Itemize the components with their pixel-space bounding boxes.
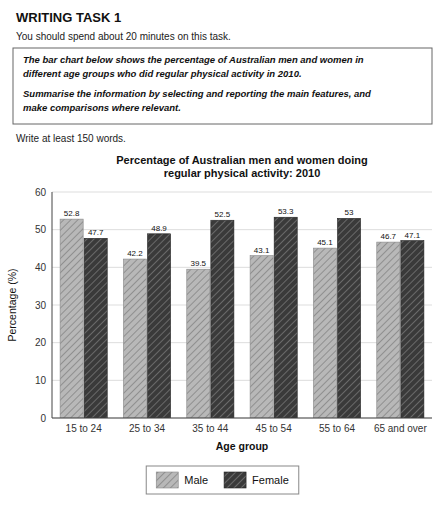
header-title: WRITING TASK 1 bbox=[16, 10, 121, 25]
chart-title: Percentage of Australian men and women d… bbox=[116, 154, 367, 166]
y-tick-label: 30 bbox=[35, 300, 47, 311]
data-label: 43.1 bbox=[254, 246, 270, 255]
bar bbox=[84, 238, 107, 418]
legend-label: Female bbox=[252, 474, 289, 486]
background bbox=[0, 0, 445, 512]
bar bbox=[187, 269, 210, 418]
bar bbox=[338, 218, 361, 418]
grid bbox=[52, 192, 432, 418]
x-tick-label: 65 and over bbox=[374, 423, 427, 434]
bar bbox=[211, 220, 234, 418]
data-label: 48.9 bbox=[151, 224, 167, 233]
grid-line bbox=[52, 267, 432, 268]
x-tick-label: 35 to 44 bbox=[192, 423, 229, 434]
legend-swatch bbox=[224, 472, 246, 488]
header: WRITING TASK 1 You should spend about 20 … bbox=[13, 10, 432, 144]
x-tick-label: 25 to 34 bbox=[129, 423, 166, 434]
grid-line bbox=[52, 229, 432, 230]
chart: WRITING TASK 1 You should spend about 20 … bbox=[0, 0, 445, 512]
y-tick-label: 20 bbox=[35, 337, 47, 348]
header-subtitle: You should spend about 20 minutes on thi… bbox=[16, 31, 231, 42]
y-tick-label: 60 bbox=[35, 187, 47, 198]
x-tick-label: 15 to 24 bbox=[66, 423, 103, 434]
bar bbox=[250, 256, 273, 418]
data-label: 53.3 bbox=[278, 207, 294, 216]
bar bbox=[60, 219, 83, 418]
header-footer: Write at least 150 words. bbox=[16, 133, 126, 144]
data-label: 52.8 bbox=[64, 209, 80, 218]
instructions-text: The bar chart below shows the percentage… bbox=[23, 54, 364, 65]
bars bbox=[60, 217, 424, 418]
legend-frame bbox=[146, 466, 299, 494]
x-tick-label: 45 to 54 bbox=[256, 423, 293, 434]
data-label: 42.2 bbox=[127, 249, 143, 258]
data-label: 47.1 bbox=[405, 231, 421, 240]
legend-swatch bbox=[156, 472, 178, 488]
bar bbox=[123, 259, 146, 418]
data-label: 47.7 bbox=[88, 228, 104, 237]
y-axis-label: Percentage (%) bbox=[6, 269, 18, 342]
legend-label: Male bbox=[184, 474, 208, 486]
bar bbox=[313, 248, 336, 418]
instructions-text: Summarise the information by selecting a… bbox=[23, 88, 371, 99]
y-tick-label: 40 bbox=[35, 262, 47, 273]
grid-line bbox=[52, 342, 432, 343]
bar bbox=[401, 241, 424, 418]
legend: Male Female bbox=[146, 466, 299, 494]
instructions-text: make comparisons where relevant. bbox=[23, 102, 181, 113]
data-label: 53 bbox=[345, 208, 354, 217]
data-labels: 52.8 42.2 39.5 43.1 45.1 46.7 47.7 48.9 52.5 53.3… bbox=[64, 207, 421, 268]
y-axis bbox=[52, 192, 53, 418]
grid-line bbox=[52, 192, 432, 193]
bar bbox=[148, 234, 171, 418]
y-tick-label: 10 bbox=[35, 375, 47, 386]
bar bbox=[377, 242, 400, 418]
grid-line bbox=[52, 380, 432, 381]
instructions-text: different age groups who did regular phy… bbox=[23, 68, 302, 79]
bar bbox=[274, 217, 297, 418]
x-axis-label: Age group bbox=[216, 440, 269, 452]
y-tick-label: 0 bbox=[40, 413, 46, 424]
data-label: 46.7 bbox=[381, 232, 397, 241]
grid-line bbox=[52, 418, 432, 419]
data-label: 45.1 bbox=[317, 238, 333, 247]
grid-line bbox=[52, 305, 432, 306]
x-tick-label: 55 to 64 bbox=[319, 423, 356, 434]
data-label: 52.5 bbox=[215, 210, 231, 219]
instructions-box bbox=[13, 48, 432, 124]
data-label: 39.5 bbox=[191, 259, 207, 268]
y-tick-label: 50 bbox=[35, 224, 47, 235]
chart-title: regular physical activity: 2010 bbox=[164, 167, 321, 179]
x-axis bbox=[52, 418, 432, 419]
